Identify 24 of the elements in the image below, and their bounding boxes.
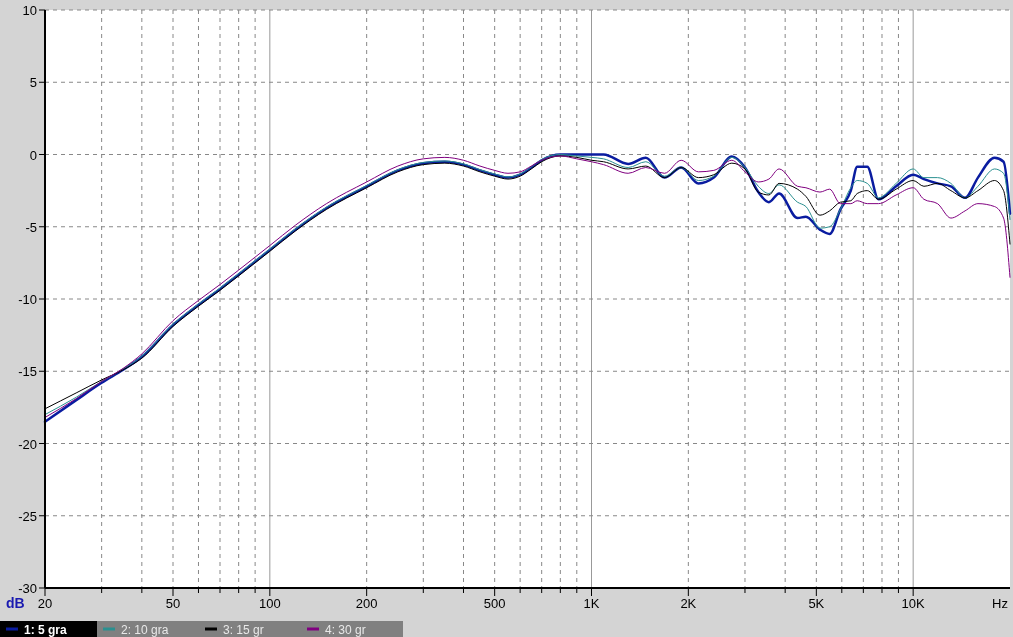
- y-tick-label: -15: [18, 364, 37, 380]
- x-tick-label: 20: [37, 596, 53, 611]
- y-tick-label: -25: [18, 508, 37, 524]
- x-tick-label: 50: [165, 596, 181, 611]
- y-tick-label: 0: [29, 147, 37, 163]
- legend-label: 2: 10 gra: [121, 623, 169, 637]
- y-axis-title: dB: [6, 595, 25, 611]
- y-tick-label: -10: [18, 292, 37, 307]
- x-tick-label: 2K: [680, 596, 697, 611]
- x-tick-label: 5K: [808, 596, 825, 611]
- legend-label: 3: 15 gr: [223, 623, 264, 637]
- legend-label: 1: 5 gra: [24, 623, 68, 637]
- legend-label: 4: 30 gr: [325, 623, 366, 637]
- x-axis-title: Hz: [992, 596, 1008, 611]
- x-tick-label: 200: [355, 596, 378, 611]
- y-tick-label: -20: [18, 436, 37, 452]
- y-tick-label: -30: [18, 581, 37, 596]
- x-tick-label: 1K: [583, 596, 600, 611]
- y-tick-label: 10: [22, 3, 37, 18]
- y-tick-label: 5: [29, 75, 37, 91]
- x-tick-label: 100: [258, 596, 281, 611]
- x-tick-label: 10K: [901, 596, 926, 611]
- y-tick-label: -5: [25, 219, 37, 235]
- x-tick-label: 500: [483, 596, 506, 611]
